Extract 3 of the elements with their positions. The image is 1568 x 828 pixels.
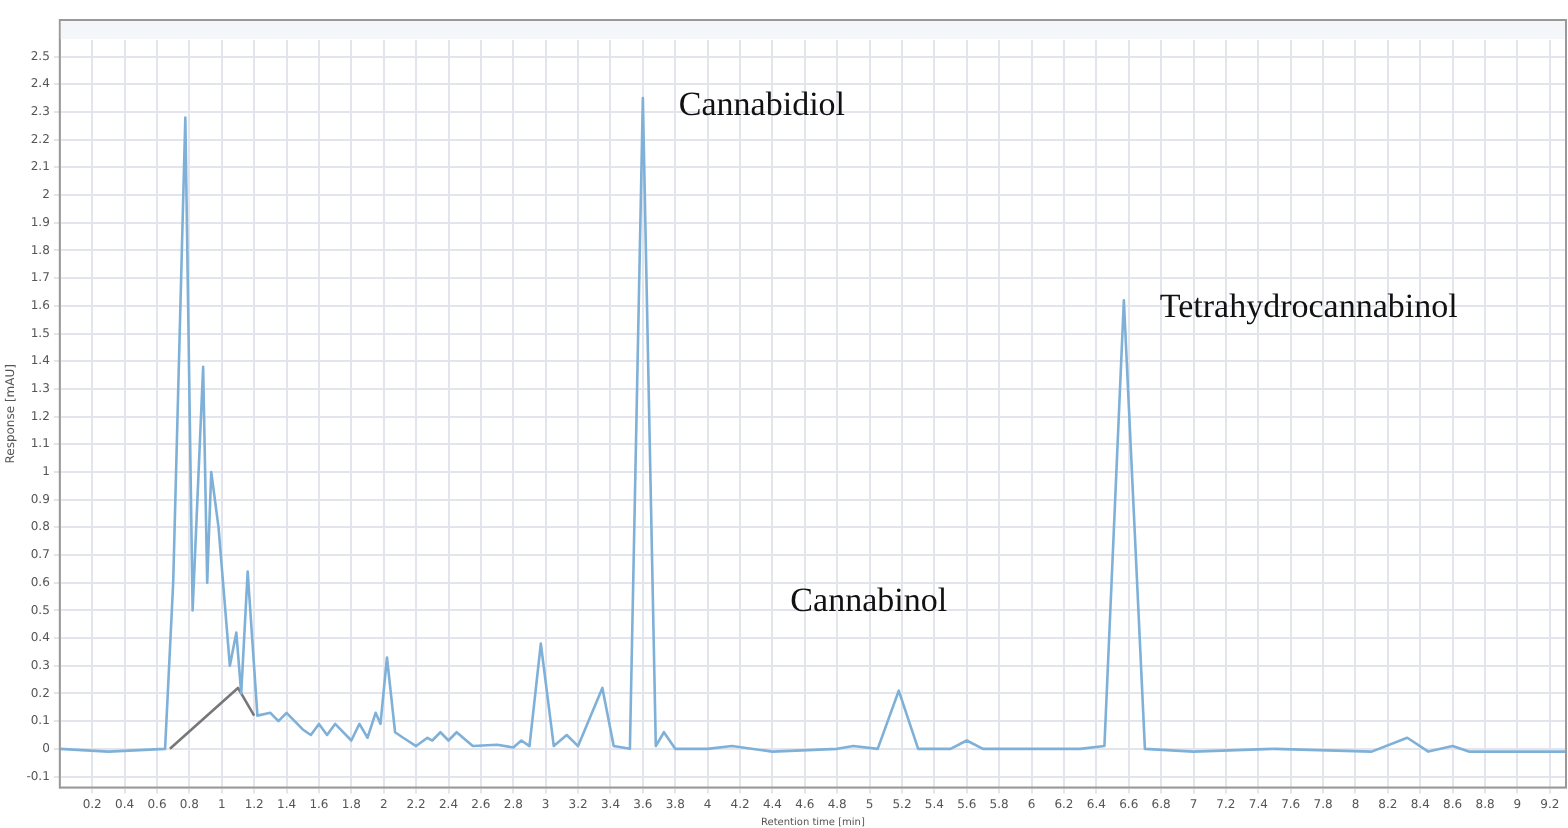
annotation: Tetrahydrocannabinol [1159,287,1459,326]
annotation: Cannabidiol [678,85,846,124]
annotation: Cannabinol [790,580,948,619]
